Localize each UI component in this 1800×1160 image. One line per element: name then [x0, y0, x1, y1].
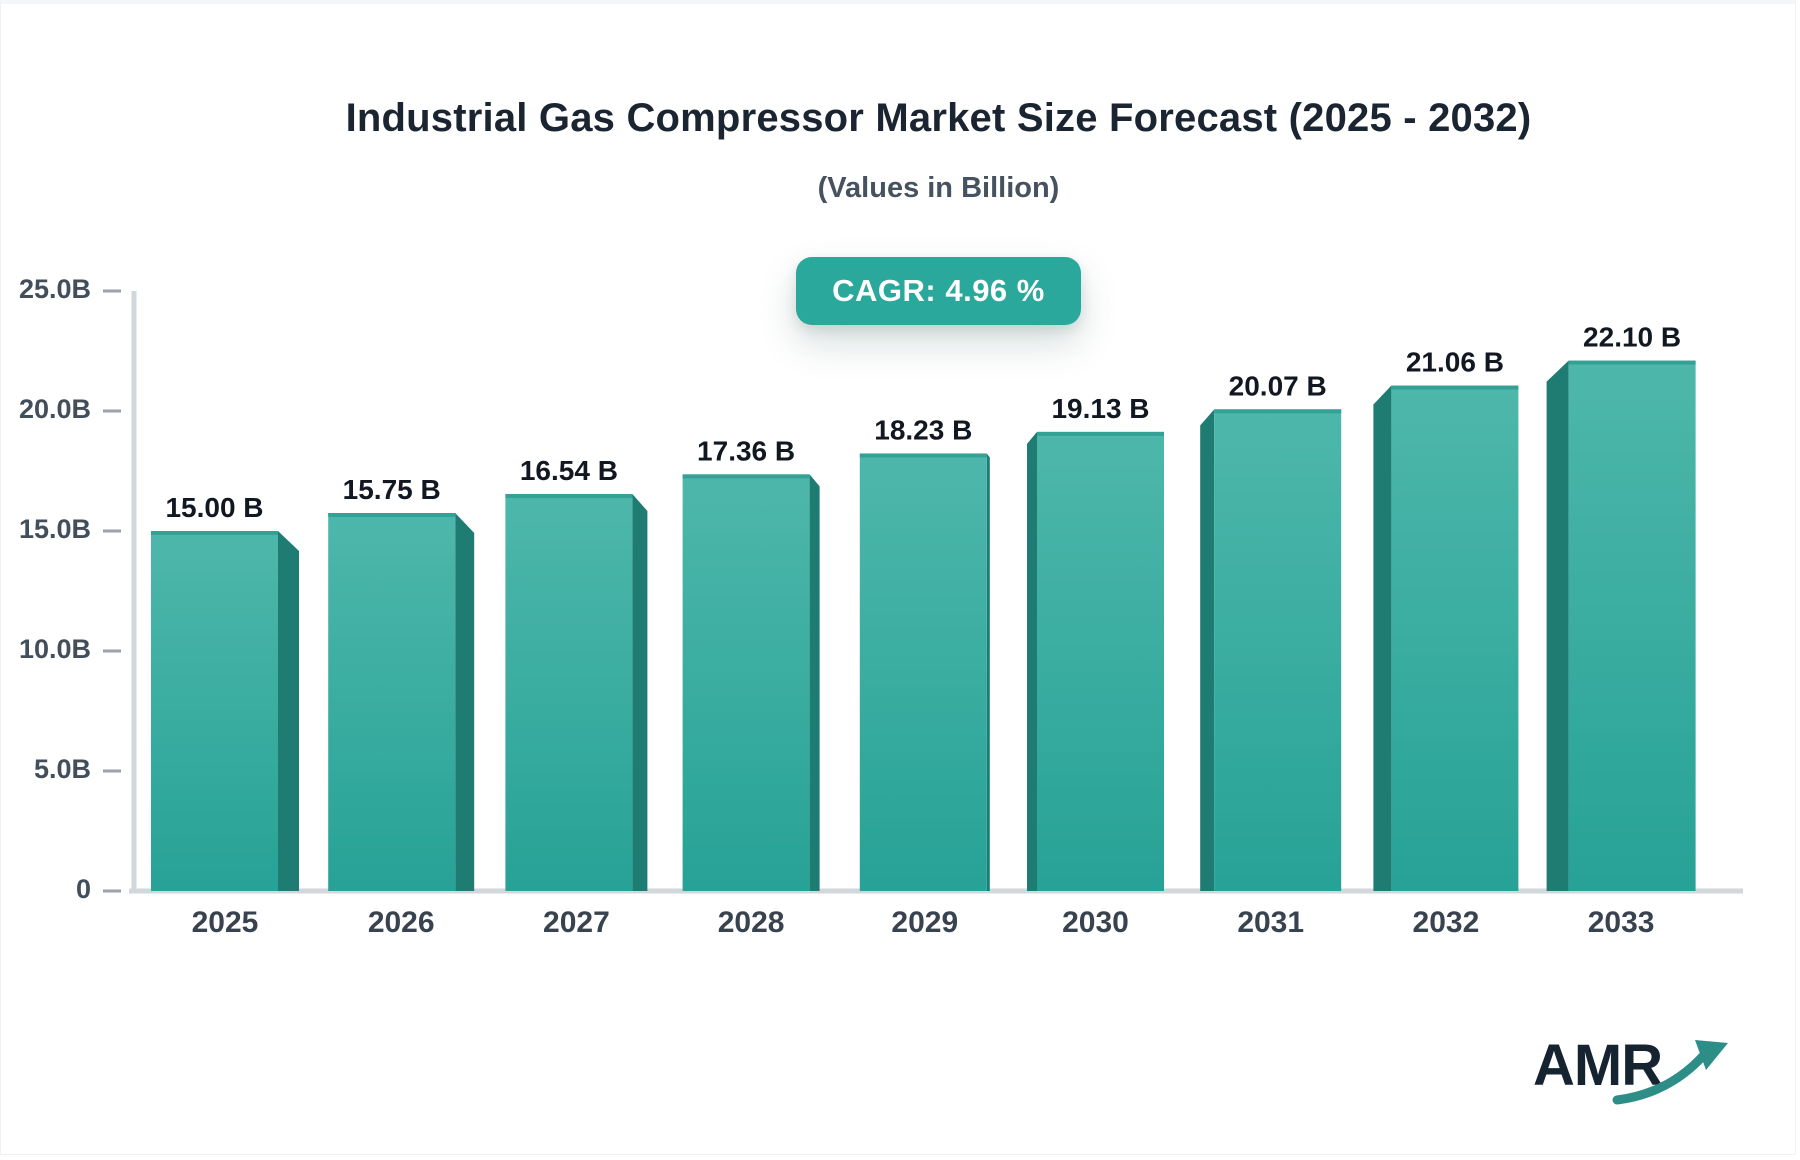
chart-canvas: 0 5.0B 10.0B 15.0B 20.0B 25.0B 15.00 B 2025 15.7…	[19, 274, 1743, 939]
x-tick-label-2027: 2027	[543, 906, 610, 939]
x-tick-label-2026: 2026	[368, 906, 435, 939]
bar-top-edge-2028	[682, 474, 810, 479]
bar-top-edge-2027	[505, 494, 633, 499]
bar-face-2025	[151, 531, 278, 891]
cagr-badge-row: CAGR: 4.96 %	[134, 257, 1743, 325]
x-tick-label-2031: 2031	[1237, 906, 1304, 939]
page-title: Industrial Gas Compressor Market Size Fo…	[345, 96, 1532, 140]
y-tick-label-25.0B: 25.0B	[19, 274, 91, 304]
bar-top-edge-2031	[1214, 409, 1342, 414]
bar-face-2029	[859, 453, 987, 891]
bar-value-label-2029: 18.23 B	[874, 414, 972, 445]
page-subtitle: (Values in Billion)	[817, 172, 1060, 204]
bar-side-2027	[632, 494, 648, 891]
bar-side-2029	[986, 453, 990, 891]
bar-value-label-2033: 22.10 B	[1583, 322, 1681, 353]
bar-top-edge-2029	[859, 453, 987, 458]
amr-logo-text: AMR	[1533, 1033, 1663, 1098]
bar-value-label-2032: 21.06 B	[1406, 347, 1504, 378]
x-tick-label-2032: 2032	[1413, 906, 1480, 939]
x-tick-label-2033: 2033	[1588, 906, 1655, 939]
amr-logo: AMR	[1533, 1032, 1733, 1112]
y-tick-label-0: 0	[76, 874, 91, 904]
x-tick-label-2030: 2030	[1062, 906, 1129, 939]
bar-side-2028	[809, 474, 820, 891]
y-tick-label-15.0B: 15.0B	[19, 514, 91, 544]
bar-value-label-2026: 15.75 B	[343, 474, 441, 505]
bar-top-edge-2025	[151, 531, 278, 535]
bar-face-2027	[505, 494, 633, 891]
bar-face-2026	[328, 513, 456, 891]
amr-arrow-icon	[1612, 1040, 1728, 1105]
bar-face-2032	[1391, 385, 1519, 891]
cagr-badge: CAGR: 4.96 %	[796, 257, 1081, 325]
bar-face-2033	[1568, 360, 1696, 892]
x-tick-label-2025: 2025	[192, 906, 259, 939]
bar-side-2032	[1373, 385, 1392, 891]
bar-top-edge-2030	[1037, 431, 1164, 436]
bar-value-label-2027: 16.54 B	[520, 455, 618, 486]
cagr-badge-label: CAGR: 4.96 %	[832, 273, 1045, 308]
bar-side-2030	[1027, 431, 1037, 891]
y-tick-label-10.0B: 10.0B	[19, 634, 91, 664]
bar-top-edge-2026	[328, 513, 456, 517]
x-tick-label-2028: 2028	[718, 906, 785, 939]
bar-face-2030	[1037, 431, 1164, 891]
bar-value-label-2025: 15.00 B	[165, 492, 263, 523]
bar-side-2025	[278, 531, 299, 891]
bar-face-2028	[682, 474, 810, 891]
bar-side-2031	[1200, 409, 1215, 891]
y-tick-label-5.0B: 5.0B	[34, 754, 91, 784]
bar-value-label-2028: 17.36 B	[697, 435, 795, 466]
bar-side-2026	[455, 513, 475, 891]
bar-value-label-2030: 19.13 B	[1051, 393, 1149, 424]
bar-top-edge-2032	[1391, 385, 1519, 390]
bar-face-2031	[1214, 409, 1342, 891]
bar-side-2033	[1546, 360, 1569, 892]
y-tick-label-20.0B: 20.0B	[19, 394, 91, 424]
bar-top-edge-2033	[1568, 360, 1696, 365]
x-tick-label-2029: 2029	[891, 906, 958, 939]
bar-value-label-2031: 20.07 B	[1229, 370, 1327, 401]
